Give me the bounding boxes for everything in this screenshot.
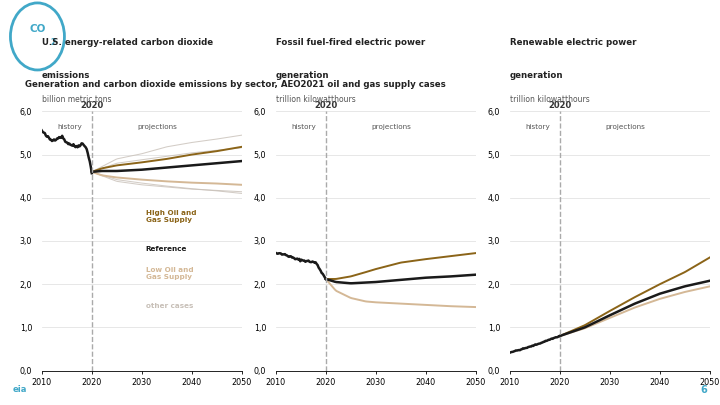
Text: Generation and energy-related carbon dioxide emissions based
on oil and natural : Generation and energy-related carbon dio… bbox=[76, 19, 574, 51]
Text: 2020: 2020 bbox=[548, 101, 572, 110]
Text: projections: projections bbox=[605, 124, 645, 130]
Text: 2020: 2020 bbox=[314, 101, 338, 110]
Text: trillion kilowatthours: trillion kilowatthours bbox=[510, 95, 590, 104]
Text: High Oil and
Gas Supply: High Oil and Gas Supply bbox=[146, 210, 197, 223]
Text: generation: generation bbox=[510, 71, 563, 80]
Text: history: history bbox=[57, 124, 81, 130]
Circle shape bbox=[665, 389, 720, 392]
Text: projections: projections bbox=[371, 124, 411, 130]
Text: history: history bbox=[291, 124, 315, 130]
Text: Reference: Reference bbox=[146, 246, 187, 252]
Text: Source: U.S. Energy Information Administration,: Source: U.S. Energy Information Administ… bbox=[47, 386, 233, 395]
Ellipse shape bbox=[5, 379, 35, 402]
Text: Low Oil and
Gas Supply: Low Oil and Gas Supply bbox=[146, 267, 194, 280]
Text: 2020: 2020 bbox=[80, 101, 104, 110]
Text: 6: 6 bbox=[701, 386, 708, 395]
Text: U.S. energy-related carbon dioxide: U.S. energy-related carbon dioxide bbox=[42, 38, 213, 47]
Text: CO: CO bbox=[30, 24, 45, 34]
Text: generation: generation bbox=[276, 71, 329, 80]
Text: Annual Energy Outlook 2021 (AEO2021): Annual Energy Outlook 2021 (AEO2021) bbox=[173, 386, 327, 395]
Text: Generation and carbon dioxide emissions by sector, AEO2021 oil and gas supply ca: Generation and carbon dioxide emissions … bbox=[25, 79, 446, 89]
Text: Renewable electric power: Renewable electric power bbox=[510, 38, 636, 47]
Text: projections: projections bbox=[137, 124, 177, 130]
Text: emissions: emissions bbox=[42, 71, 90, 80]
Text: 2: 2 bbox=[50, 38, 56, 47]
Text: www.eia.gov/aeo: www.eia.gov/aeo bbox=[590, 386, 655, 395]
Text: trillion kilowatthours: trillion kilowatthours bbox=[276, 95, 356, 104]
Text: Fossil fuel-fired electric power: Fossil fuel-fired electric power bbox=[276, 38, 425, 47]
Text: eia: eia bbox=[13, 385, 27, 394]
Text: billion metric tons: billion metric tons bbox=[42, 95, 112, 104]
Ellipse shape bbox=[10, 3, 65, 70]
Text: history: history bbox=[525, 124, 549, 130]
Text: other cases: other cases bbox=[146, 303, 193, 309]
